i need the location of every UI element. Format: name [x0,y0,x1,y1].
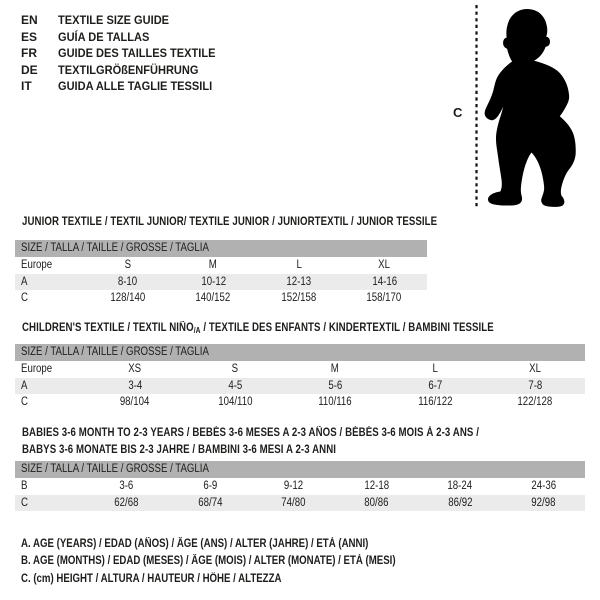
cell: 12-18 [364,480,390,492]
cell: S [231,363,239,375]
language-guide: EN TEXTILE SIZE GUIDE ES GUÍA DE TALLAS … [21,12,229,95]
row-label: A [21,379,28,392]
cell: XL [529,363,541,375]
row-label: Europe [21,363,53,375]
cell: S [124,259,131,271]
lang-row-es: ES GUÍA DE TALLAS [21,29,229,46]
cell: 6-9 [203,480,217,492]
toddler-silhouette [484,9,576,207]
cell: 122/128 [517,396,553,408]
lang-code: IT [21,79,32,94]
row-label: B [21,480,28,492]
cell: M [330,363,340,375]
cell: XS [128,363,142,375]
cell: 14-16 [371,275,397,288]
cell: 10-12 [200,275,226,288]
size-header-row: SIZE / TALLA / TAILLE / GRÖSSE / TAGLIA [15,240,427,257]
table-row: C 98/104 104/110 110/116 116/122 122/128 [15,394,585,411]
cell: 152/158 [281,292,317,304]
row-label: A [21,275,28,288]
cell: 3-6 [119,480,134,492]
footnotes: A. AGE (YEARS) / EDAD (AÑOS) / ÂGE (ANS)… [21,536,467,588]
cell: 74/80 [281,496,306,509]
cell: 3-4 [128,379,142,392]
row-label: C [21,496,28,509]
cell: 92/98 [531,496,556,509]
cell: 98/104 [120,396,150,408]
junior-table-title: JUNIOR TEXTILE / TEXTIL JUNIOR/ TEXTILE … [22,216,438,228]
cell: 140/152 [195,292,231,304]
table-row: Europe XS S M L XL [15,361,585,378]
cell: 158/170 [366,292,402,304]
cell: 110/116 [318,396,352,408]
lang-code: FR [21,46,37,61]
cell: 62/68 [114,496,139,509]
cell: 5-6 [328,379,342,392]
table-row: Europe S M L XL [15,257,427,274]
height-measure-label: C [453,105,463,120]
cell: L [296,259,302,271]
subscript-a: /A [193,326,201,335]
table-row: A 8-10 10-12 12-13 14-16 [15,273,427,290]
lang-title: TEXTILGRÖßENFÜHRUNG [58,62,199,77]
size-header-row: SIZE / TALLA / TAILLE / GRÖSSE / TAGLIA [15,461,585,478]
cell: 4-5 [228,379,242,392]
table-row: C 62/68 68/74 74/80 80/86 86/92 92/98 [15,494,585,511]
cell: 116/122 [417,396,453,408]
cell: M [209,259,218,271]
cell: 128/140 [110,292,146,304]
table-row: A 3-4 4-5 5-6 6-7 7-8 [15,377,585,394]
table-row: B 3-6 6-9 9-12 12-18 18-24 24-36 [15,478,585,495]
children-table-title: CHILDREN'S TEXTILE / TEXTIL NIÑO/A / TEX… [22,322,494,335]
toddler-silhouette-svg [475,5,576,208]
junior-size-table: SIZE / TALLA / TAILLE / GRÖSSE / TAGLIA … [15,240,427,307]
lang-code: EN [21,13,38,27]
cell: 12-13 [286,275,312,288]
lang-code: DE [21,62,38,77]
footnote-b: B. AGE (MONTHS) / EDAD (MESES) / ÂGE (MO… [21,555,396,568]
row-label: Europe [21,259,53,271]
table-row: C 128/140 140/152 152/158 158/170 [15,290,427,307]
cell: XL [378,259,391,271]
cell: 24-36 [530,480,556,492]
babies-table-title: BABIES 3-6 MONTH TO 2-3 YEARS / BEBÉS 3-… [22,427,479,456]
lang-title: GUIDE DES TAILLES TEXTILE [58,46,216,61]
size-header-row: SIZE / TALLA / TAILLE / GRÖSSE / TAGLIA [15,344,585,361]
cell: 68/74 [197,496,223,509]
footnote-c: C. (cm) HEIGHT / ALTURA / HAUTEUR / HÖHE… [21,572,282,585]
lang-row-en: EN TEXTILE SIZE GUIDE [21,12,229,29]
cell: 8-10 [118,275,138,288]
lang-title: GUÍA DE TALLAS [58,29,150,44]
footnote-a: A. AGE (YEARS) / EDAD (AÑOS) / ÂGE (ANS)… [21,538,369,550]
cell: 7-8 [528,379,542,392]
lang-row-fr: FR GUIDE DES TAILLES TEXTILE [21,45,229,62]
row-label: C [21,396,28,408]
cell: 104/110 [217,396,253,408]
children-size-table: SIZE / TALLA / TAILLE / GRÖSSE / TAGLIA … [15,344,585,411]
cell: 86/92 [447,496,473,509]
lang-title: GUIDA ALLE TAGLIE TESSILI [58,79,213,94]
lang-row-de: DE TEXTILGRÖßENFÜHRUNG [21,62,229,79]
cell: L [432,363,438,375]
lang-row-it: IT GUIDA ALLE TAGLIE TESSILI [21,78,229,95]
cell: 80/86 [364,496,389,509]
lang-code: ES [21,29,38,44]
row-label: C [21,292,28,304]
lang-title: TEXTILE SIZE GUIDE [58,13,170,27]
cell: 6-7 [428,379,442,392]
babies-size-table: SIZE / TALLA / TAILLE / GRÖSSE / TAGLIA … [15,461,585,511]
cell: 9-12 [283,480,303,492]
cell: 18-24 [447,480,473,492]
